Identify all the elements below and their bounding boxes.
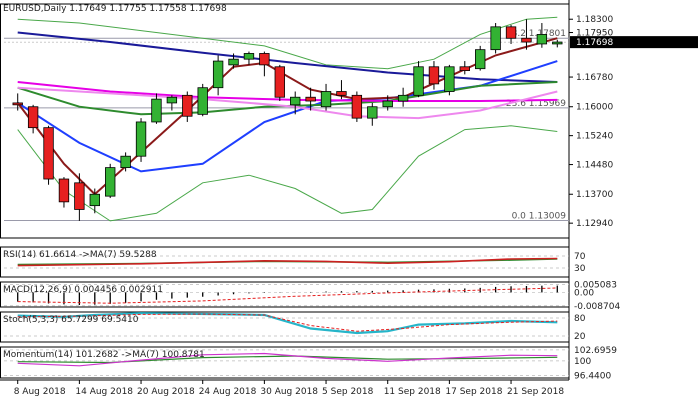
candle-body [105, 167, 116, 197]
time-tick-label: 14 Aug 2018 [75, 387, 133, 397]
candle-body [12, 102, 23, 106]
indicator-tick-label: 0.005083 [574, 281, 617, 291]
candle-body [459, 66, 470, 71]
indicator-tick-label: 96.4400 [574, 371, 611, 381]
candle-body [320, 91, 332, 108]
candle-body [428, 66, 440, 85]
candle-body [305, 96, 316, 102]
candle-body [475, 49, 486, 70]
price-candles [12, 19, 563, 221]
candle-body [382, 100, 393, 108]
indicator-tick-label: 80 [574, 314, 586, 324]
moving-average-line [17, 86, 558, 120]
candle-body [135, 121, 147, 157]
axis-labels: 1.18300 1.17950 1.16780 1.16000 1.15240 1.144… [14, 15, 698, 397]
candle-body [74, 182, 85, 210]
price-tick-label: 1.13700 [576, 190, 613, 200]
stoch-d-line [17, 313, 558, 332]
time-tick-label: 24 Aug 2018 [199, 387, 257, 397]
candle-body [521, 37, 532, 43]
candle-body [151, 98, 162, 123]
candle-body [351, 94, 363, 119]
candle-body [505, 26, 517, 39]
indicator-tick-label: 100 [574, 357, 591, 367]
time-tick-label: 21 Sep 2018 [507, 387, 564, 397]
indicator-tick-label: 0.00 [574, 288, 594, 298]
price-tick-label: 1.17950 [576, 29, 613, 39]
candle-body [58, 178, 70, 203]
candle-body [367, 106, 378, 119]
candle-body [536, 34, 548, 45]
candle-body [490, 26, 501, 51]
momentum-label: Momentum(14) 101.2682 ->MA(7) 100.8781 [3, 350, 205, 360]
fib-level-label: 38.2 1.17801 [506, 29, 566, 39]
price-tick-label: 1.15240 [576, 132, 613, 142]
candle-body [274, 66, 285, 98]
moving-average-line [17, 60, 558, 173]
indicator-tick-label: 70 [574, 252, 586, 262]
candle-body [243, 53, 255, 60]
candle-body [197, 87, 208, 115]
time-tick-label: 8 Aug 2018 [14, 387, 66, 397]
time-tick-label: 20 Aug 2018 [137, 387, 195, 397]
candle-body [444, 66, 455, 92]
candle-body [212, 60, 224, 89]
stoch-label: Stoch(5,3,3) 65.7299 69.5410 [3, 315, 139, 325]
fib-level-label: 23.6 1.15969 [506, 99, 566, 109]
time-tick-label: 17 Sep 2018 [445, 387, 502, 397]
time-tick-label: 30 Aug 2018 [260, 387, 318, 397]
last-price-label: 1.17698 [576, 38, 613, 48]
candle-body [27, 106, 39, 129]
price-tick-label: 1.18300 [576, 15, 613, 25]
stoch-k-line [17, 312, 558, 335]
indicator-panels [4, 255, 569, 376]
fibonacci-levels: 38.2 1.17801 23.6 1.15969 0.0 1.13009 [4, 29, 569, 222]
indicator-tick-label: 20 [574, 332, 586, 342]
price-tick-label: 1.14480 [576, 161, 613, 171]
last-price-box [570, 36, 698, 49]
candle-body [43, 127, 54, 180]
indicator-tick-label: -0.008704 [574, 302, 620, 312]
macd-signal-line [17, 287, 558, 304]
bollinger-band-line [17, 125, 558, 222]
fib-level-label: 0.0 1.13009 [512, 212, 567, 222]
candle-body [166, 96, 178, 104]
indicator-tick-label: 30 [574, 264, 586, 274]
candle-body [182, 94, 193, 117]
moving-average-line [17, 81, 558, 116]
chart-title: EURUSD,Daily 1.17649 1.17755 1.17558 1.1… [3, 4, 227, 14]
price-tick-label: 1.16000 [576, 103, 613, 113]
candle-body [290, 96, 301, 106]
candle-body [397, 94, 409, 102]
time-tick-label: 5 Sep 2018 [322, 387, 374, 397]
candle-body [336, 91, 347, 96]
indicator-tick-label: 102.6959 [574, 346, 617, 356]
price-tick-label: 1.12940 [576, 219, 613, 229]
panel-frames [0, 0, 570, 381]
candle-body [552, 41, 563, 45]
candle-body [259, 53, 270, 66]
candle-body [228, 58, 239, 66]
candle-body [413, 66, 424, 96]
moving-average-line [17, 81, 558, 102]
time-tick-label: 11 Sep 2018 [384, 387, 441, 397]
rsi-line [17, 257, 558, 267]
macd-label: MACD(12,26,9) 0.004456 0.002911 [3, 285, 163, 295]
moving-average-line [17, 31, 558, 83]
candle-body [120, 155, 131, 169]
rsi-label: RSI(14) 61.6614 ->MA(7) 59.5288 [3, 250, 157, 260]
momentum-line [17, 352, 558, 367]
price-tick-label: 1.16780 [576, 73, 613, 83]
candle-body [89, 193, 100, 207]
